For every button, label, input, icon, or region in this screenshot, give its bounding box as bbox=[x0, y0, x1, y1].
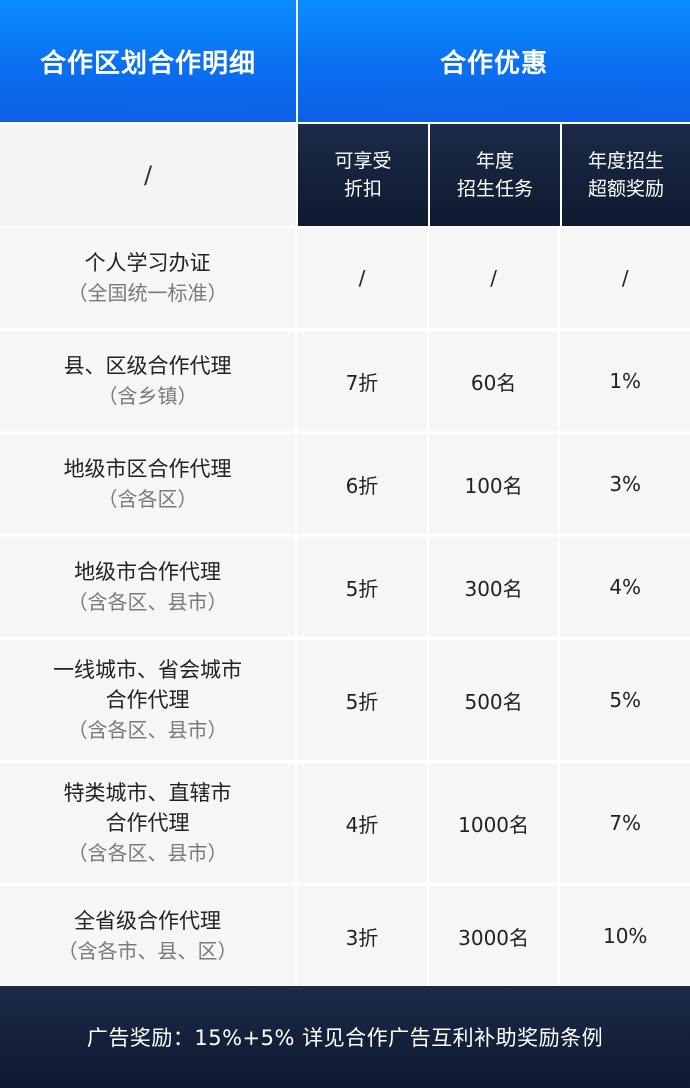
row-level-name: 地级市合作代理 （含各区、县市） bbox=[0, 537, 296, 637]
row-bonus: / bbox=[560, 228, 690, 328]
row-quota: 500名 bbox=[428, 640, 559, 760]
row-level-name: 县、区级合作代理 （含乡镇） bbox=[0, 331, 296, 431]
row-discount: 5折 bbox=[297, 537, 427, 637]
row-level-name: 地级市区合作代理 （含各区） bbox=[0, 434, 296, 534]
row-discount: / bbox=[297, 228, 427, 328]
row-level-name: 一线城市、省会城市 合作代理 （含各区、县市） bbox=[0, 640, 296, 760]
row-level-scope: （含各市、县、区） bbox=[57, 939, 238, 963]
row-level-scope: （含各区） bbox=[97, 487, 198, 511]
subheader-quota: 年度 招生任务 bbox=[428, 124, 560, 226]
row-level-name-line: 一线城市、省会城市 bbox=[53, 658, 243, 682]
table-row: 特类城市、直辖市 合作代理 （含各区、县市） 4折 1000名 7% bbox=[0, 763, 690, 883]
row-discount: 6折 bbox=[297, 434, 427, 534]
subheader-bonus-line1: 年度招生 bbox=[587, 150, 664, 172]
row-quota: 60名 bbox=[428, 331, 559, 431]
footer-ad-reward: 广告奖励：15%+5% 详见合作广告互利补助奖励条例 bbox=[0, 986, 690, 1088]
row-level-scope: （全国统一标准） bbox=[67, 281, 228, 305]
table-body: 个人学习办证 （全国统一标准） / / / 县、区级合作代理 （含乡镇） 7折 60名 1% 地级市… bbox=[0, 228, 690, 989]
subheader-discount: 可享受 折扣 bbox=[296, 124, 428, 226]
row-level-scope: （含各区、县市） bbox=[67, 841, 228, 865]
row-level-name-line: 特类城市、直辖市 bbox=[63, 781, 232, 805]
row-level-name-line: 个人学习办证 bbox=[84, 251, 211, 275]
subheader-bonus-line2: 超额奖励 bbox=[587, 178, 664, 200]
row-level-name-line: 全省级合作代理 bbox=[74, 909, 222, 933]
subheader-quota-line1: 年度 bbox=[475, 150, 514, 172]
row-level-name-line: 县、区级合作代理 bbox=[63, 354, 232, 378]
table-row: 个人学习办证 （全国统一标准） / / / bbox=[0, 228, 690, 328]
row-bonus: 10% bbox=[560, 886, 690, 986]
header-right-title: 合作优惠 bbox=[296, 0, 690, 122]
row-level-name: 全省级合作代理 （含各市、县、区） bbox=[0, 886, 296, 986]
header-left-title: 合作区划合作明细 bbox=[0, 0, 296, 122]
row-discount: 4折 bbox=[297, 763, 427, 883]
row-quota: 100名 bbox=[428, 434, 559, 534]
row-bonus: 4% bbox=[560, 537, 690, 637]
row-bonus: 1% bbox=[560, 331, 690, 431]
row-level-name: 个人学习办证 （全国统一标准） bbox=[0, 228, 296, 328]
row-level-name: 特类城市、直辖市 合作代理 （含各区、县市） bbox=[0, 763, 296, 883]
table-row: 地级市区合作代理 （含各区） 6折 100名 3% bbox=[0, 434, 690, 534]
row-discount: 7折 bbox=[297, 331, 427, 431]
row-level-name-line: 地级市合作代理 bbox=[74, 560, 222, 584]
table-row: 一线城市、省会城市 合作代理 （含各区、县市） 5折 500名 5% bbox=[0, 640, 690, 760]
subheader-left-slash: / bbox=[0, 124, 296, 226]
row-bonus: 5% bbox=[560, 640, 690, 760]
row-level-scope: （含各区、县市） bbox=[67, 718, 228, 742]
table-row: 全省级合作代理 （含各市、县、区） 3折 3000名 10% bbox=[0, 886, 690, 986]
table-row: 地级市合作代理 （含各区、县市） 5折 300名 4% bbox=[0, 537, 690, 637]
row-level-name-line: 合作代理 bbox=[105, 688, 190, 712]
subheader-discount-line2: 折扣 bbox=[343, 178, 382, 200]
row-discount: 3折 bbox=[297, 886, 427, 986]
row-quota: / bbox=[428, 228, 559, 328]
row-level-scope: （含各区、县市） bbox=[67, 590, 228, 614]
row-bonus: 3% bbox=[560, 434, 690, 534]
row-bonus: 7% bbox=[560, 763, 690, 883]
table-top-header: 合作区划合作明细 合作优惠 bbox=[0, 0, 690, 122]
table-sub-header: / 可享受 折扣 年度 招生任务 年度招生 超额奖励 bbox=[0, 124, 690, 226]
table-row: 县、区级合作代理 （含乡镇） 7折 60名 1% bbox=[0, 331, 690, 431]
subheader-quota-line2: 招生任务 bbox=[456, 178, 533, 200]
row-quota: 1000名 bbox=[428, 763, 559, 883]
row-level-name-line: 地级市区合作代理 bbox=[63, 457, 232, 481]
subheader-bonus: 年度招生 超额奖励 bbox=[560, 124, 690, 226]
row-level-name-line: 合作代理 bbox=[105, 811, 190, 835]
row-discount: 5折 bbox=[297, 640, 427, 760]
subheader-discount-line1: 可享受 bbox=[334, 150, 392, 172]
row-quota: 3000名 bbox=[428, 886, 559, 986]
row-level-scope: （含乡镇） bbox=[97, 384, 198, 408]
row-quota: 300名 bbox=[428, 537, 559, 637]
